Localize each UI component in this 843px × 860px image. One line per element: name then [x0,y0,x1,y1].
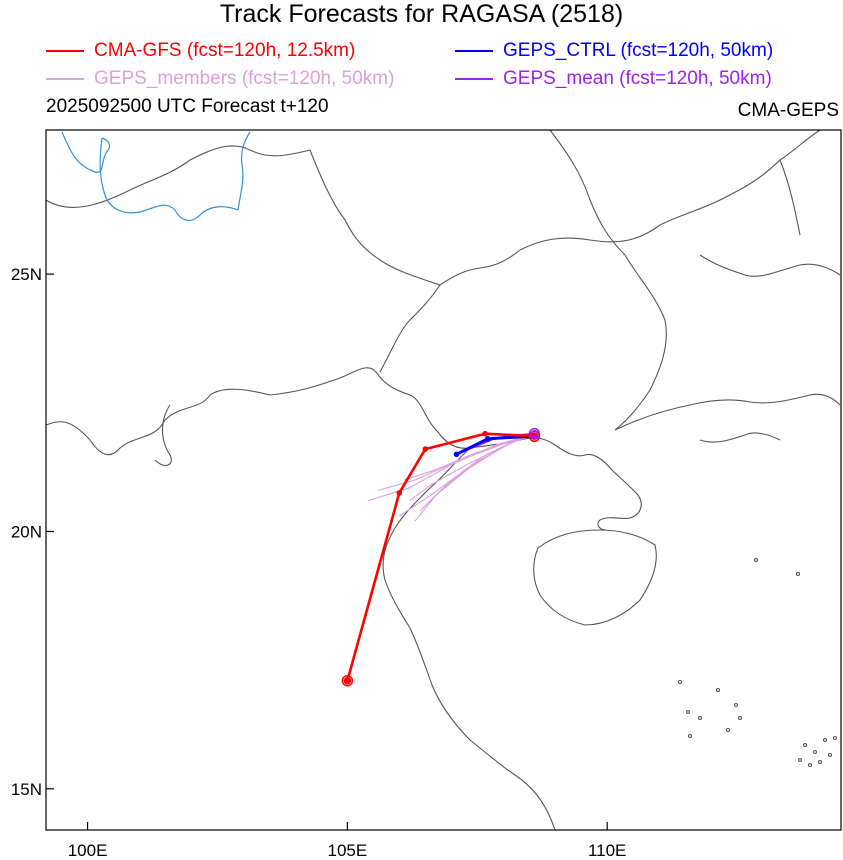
geps-ctrl-point-0 [453,451,460,458]
geps-ctrl-point-1 [484,436,491,442]
legend-item-geps-members: GEPS_members (fcst=120h, 50km) [46,68,394,90]
forecast-time-label: 2025092500 UTC Forecast t+120 [46,96,329,117]
axis-ticks: 100E 105E 110E 25N 20N 15N [11,265,627,860]
legend-line-geps-mean [455,78,493,80]
lat-tick-label-2: 15N [11,780,42,799]
cma-gfs-point-0 [344,677,351,684]
legend-line-cma-gfs [46,50,84,52]
lat-tick-label-1: 20N [11,522,42,541]
rivers [61,131,251,222]
geps-member-track-5 [368,435,530,502]
legend-item-geps-mean: GEPS_mean (fcst=120h, 50km) [455,68,772,90]
legend-line-geps-members [46,78,84,80]
geps-member-track-6 [414,433,535,522]
cma-gfs-point-1 [396,490,403,496]
cma-gfs-start-symbol [341,674,354,687]
legend-line-geps-ctrl [455,50,493,52]
legend-item-cma-gfs: CMA-GFS (fcst=120h, 12.5km) [46,40,355,62]
legend-label-geps-members: GEPS_members (fcst=120h, 50km) [94,68,395,89]
coastline-borders [45,129,841,831]
lat-tick-label-0: 25N [11,265,42,284]
legend-label-cma-gfs: CMA-GFS (fcst=120h, 12.5km) [94,40,356,61]
lon-tick-label-1: 105E [328,841,368,860]
map-frame [45,129,842,831]
chart-title: Track Forecasts for RAGASA (2518) [219,0,624,28]
legend-label-geps-mean: GEPS_mean (fcst=120h, 50km) [503,68,772,89]
lon-tick-label-2: 110E [588,841,626,860]
legend-label-geps-ctrl: GEPS_CTRL (fcst=120h, 50km) [503,40,774,61]
forecast-tracks [341,427,541,687]
cma-gfs-point-2 [422,446,429,452]
geps-member-track-0 [409,433,535,502]
cma-gfs-point-3 [482,430,488,437]
lon-tick-label-0: 100E [68,841,108,860]
geps-member-track-7 [398,430,540,517]
legend-item-geps-ctrl: GEPS_CTRL (fcst=120h, 50km) [455,40,773,62]
geps-mean-end-symbol [528,427,541,440]
model-label: CMA-GEPS [737,100,839,121]
